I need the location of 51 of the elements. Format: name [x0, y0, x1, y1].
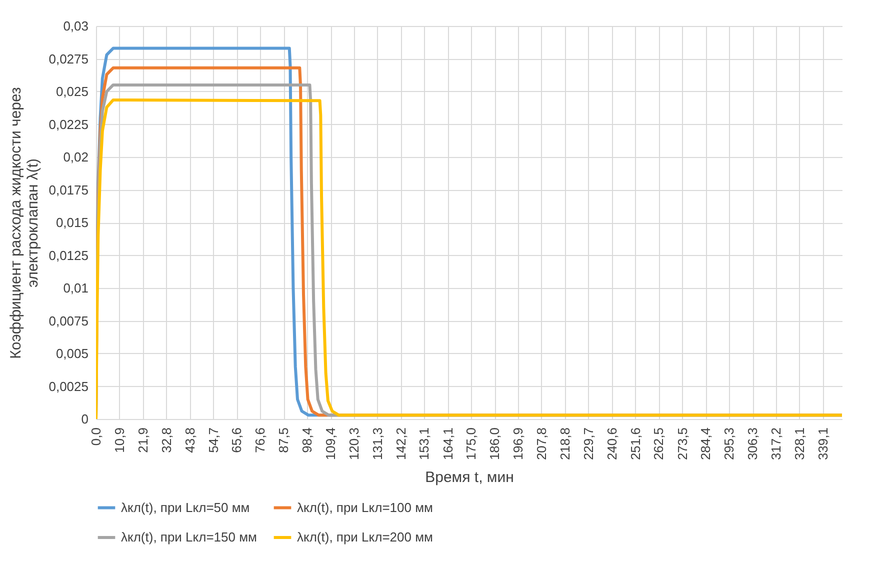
legend-label: λкл(t), при Lкл=50 мм [121, 500, 250, 515]
x-tick-label: 98,4 [299, 428, 314, 453]
x-tick-label: 262,5 [651, 428, 666, 460]
y-tick-label: 0,02 [63, 150, 88, 164]
x-tick-label: 120,3 [346, 428, 362, 460]
x-tick-label: 164,1 [440, 428, 456, 460]
x-tick-label: 317,2 [768, 428, 784, 460]
x-tick-label: 43,8 [182, 428, 198, 453]
y-tick-label: 0,0275 [48, 51, 88, 66]
x-tick-label: 328,1 [792, 428, 807, 460]
x-tick-label: 251,6 [628, 428, 643, 460]
x-tick-label: 218,8 [558, 428, 573, 460]
y-tick-label: 0,025 [56, 84, 88, 99]
x-tick-label: 65,6 [229, 428, 244, 453]
x-tick-label: 54,7 [206, 428, 221, 453]
x-axis-title: Время t, мин [425, 469, 514, 486]
x-tick-label: 175,0 [464, 428, 479, 460]
x-tick-label: 284,4 [698, 428, 714, 460]
y-tick-label: 0,0075 [48, 313, 88, 328]
x-tick-label: 273,5 [674, 428, 690, 460]
x-tick-label: 142,2 [393, 428, 408, 460]
y-tick-label: 0,015 [56, 215, 88, 230]
y-tick-label: 0,0225 [48, 116, 88, 132]
x-tick-label: 87,5 [276, 428, 292, 453]
y-tick-label: 0,0125 [48, 248, 88, 263]
legend-label: λкл(t), при Lкл=100 мм [297, 500, 434, 515]
y-tick-label: 0 [81, 412, 88, 426]
y-tick-label: 0,005 [56, 346, 88, 361]
x-tick-label: 306,3 [745, 428, 760, 460]
x-tick-label: 0,0 [88, 428, 104, 446]
y-tick-label: 0,0025 [48, 378, 88, 394]
y-tick-label: 0,01 [63, 280, 88, 296]
y-axis-title: Коэффициент расхода жидкости через электроклапан λ(t) [8, 86, 42, 359]
x-tick-label: 32,8 [158, 428, 174, 453]
x-tick-label: 109,4 [323, 428, 338, 460]
x-tick-label: 196,9 [510, 428, 526, 460]
x-tick-label: 339,1 [815, 428, 830, 460]
x-tick-label: 76,6 [252, 428, 268, 453]
y-tick-label: 0,0175 [48, 182, 88, 198]
x-tick-label: 295,3 [722, 428, 737, 460]
x-tick-label: 186,0 [487, 428, 502, 460]
x-tick-label: 21,9 [135, 428, 150, 453]
y-tick-label: 0,03 [63, 18, 88, 34]
legend-label: λкл(t), при Lкл=150 мм [121, 530, 258, 544]
x-tick-label: 229,7 [580, 428, 596, 460]
x-tick-label: 240,6 [604, 428, 620, 460]
x-tick-label: 207,8 [534, 428, 549, 460]
x-tick-label: 10,9 [112, 428, 127, 453]
x-tick-label: 131,3 [370, 428, 385, 460]
x-tick-label: 153,1 [416, 428, 432, 460]
legend-label: λкл(t), при Lкл=200 мм [297, 530, 434, 544]
